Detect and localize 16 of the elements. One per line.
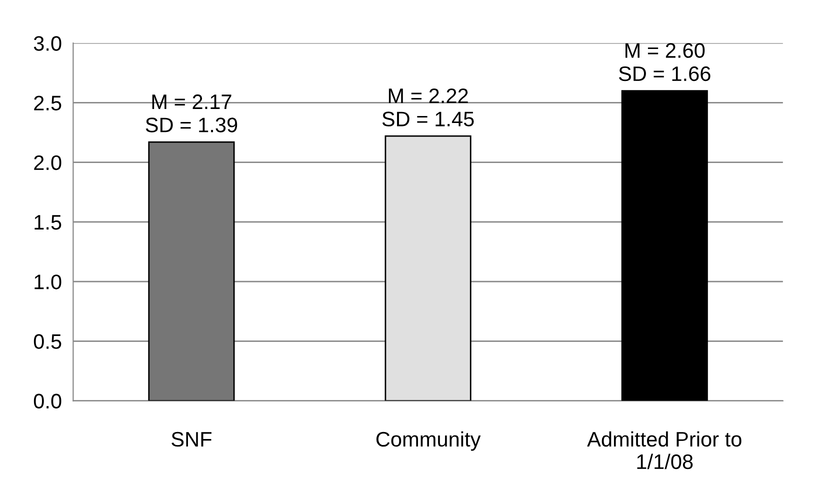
x-tick-label: SNF [172,432,212,447]
y-tick-label: 3.0 [34,36,62,51]
y-tick-label: 2.5 [34,96,62,110]
y-tick-label: 2.0 [34,155,62,170]
bar [148,141,235,401]
data-label: M = 2.22 SD = 1.45 [382,88,474,126]
y-tick-label: 1.5 [34,215,62,230]
bar [384,135,472,401]
bar [621,90,708,401]
data-label: M = 2.17 SD = 1.39 [146,94,238,132]
y-tick-label: 0.0 [34,394,62,409]
data-label: M = 2.60 SD = 1.66 [618,43,710,82]
x-tick-label: Community [376,431,481,451]
x-tick-label: Admitted Prior to 1/1/08 [587,431,742,470]
y-tick-label: 1.0 [34,274,62,290]
y-tick-label: 0.5 [34,334,62,349]
